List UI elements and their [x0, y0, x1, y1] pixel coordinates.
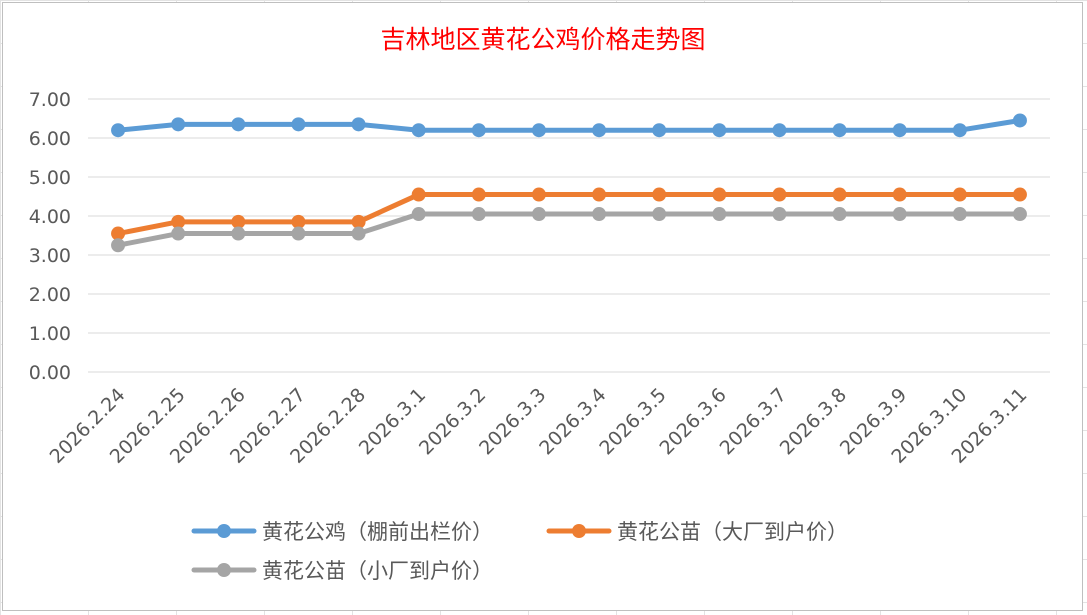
data-point	[892, 123, 907, 138]
data-point	[531, 187, 546, 202]
data-point	[231, 117, 246, 132]
data-point	[291, 117, 306, 132]
data-point	[471, 123, 486, 138]
legend-label: 黄花公苗（大厂到户价）	[617, 520, 848, 544]
series-line	[115, 211, 1023, 248]
x-axis-ticks: 2026.2.242026.2.252026.2.262026.2.272026…	[46, 384, 1032, 468]
data-point	[892, 207, 907, 222]
data-point	[171, 117, 186, 132]
data-point	[171, 226, 186, 241]
data-point	[652, 187, 667, 202]
series-line	[115, 192, 1023, 237]
data-point	[712, 207, 727, 222]
series-2	[111, 187, 1027, 241]
data-point	[592, 123, 607, 138]
y-tick-label: 2.00	[29, 284, 71, 306]
series-line	[115, 117, 1023, 133]
data-point	[712, 123, 727, 138]
data-point	[772, 123, 787, 138]
data-point	[411, 207, 426, 222]
data-point	[231, 226, 246, 241]
data-point	[351, 226, 366, 241]
data-point	[111, 226, 126, 241]
data-point	[351, 117, 366, 132]
y-tick-label: 6.00	[29, 128, 71, 150]
data-point	[652, 123, 667, 138]
y-tick-label: 5.00	[29, 167, 71, 189]
data-point	[952, 187, 967, 202]
series-3	[111, 207, 1027, 253]
legend-marker	[217, 563, 231, 577]
legend-item[interactable]: 黄花公鸡（棚前出栏价）	[191, 520, 493, 544]
data-point	[952, 207, 967, 222]
data-point	[291, 214, 306, 229]
data-point	[291, 226, 306, 241]
y-tick-label: 3.00	[29, 245, 71, 267]
legend-marker	[217, 524, 231, 538]
data-point	[952, 123, 967, 138]
data-point	[832, 187, 847, 202]
y-tick-label: 7.00	[29, 89, 71, 111]
data-point	[772, 187, 787, 202]
data-point	[111, 238, 126, 253]
data-point	[592, 187, 607, 202]
y-tick-label: 1.00	[29, 323, 71, 345]
data-point	[531, 207, 546, 222]
data-point	[1012, 187, 1027, 202]
legend-item[interactable]: 黄花公苗（大厂到户价）	[546, 520, 848, 544]
data-point	[351, 214, 366, 229]
y-tick-label: 0.00	[29, 362, 71, 384]
data-point	[832, 123, 847, 138]
data-point	[892, 187, 907, 202]
data-point	[652, 207, 667, 222]
data-point	[231, 214, 246, 229]
legend-label: 黄花公鸡（棚前出栏价）	[262, 520, 493, 544]
data-point	[772, 207, 787, 222]
data-point	[1012, 113, 1027, 128]
y-gridlines	[88, 98, 1050, 373]
series-1	[111, 113, 1027, 138]
series-lines	[111, 113, 1027, 253]
data-point	[712, 187, 727, 202]
data-point	[411, 187, 426, 202]
chart-title: 吉林地区黄花公鸡价格走势图	[380, 25, 705, 54]
data-point	[592, 207, 607, 222]
data-point	[832, 207, 847, 222]
data-point	[111, 123, 126, 138]
data-point	[411, 123, 426, 138]
legend-label: 黄花公苗（小厂到户价）	[262, 559, 493, 583]
data-point	[531, 123, 546, 138]
y-tick-label: 4.00	[29, 206, 71, 228]
legend-marker	[572, 524, 586, 538]
data-point	[471, 187, 486, 202]
data-point	[1012, 207, 1027, 222]
data-point	[171, 214, 186, 229]
y-axis-ticks: 0.00 1.00 2.00 3.00 4.00 5.00 6.00 7.00	[29, 89, 71, 384]
legend: 黄花公鸡（棚前出栏价） 黄花公苗（大厂到户价） 黄花公苗（小厂到户价）	[191, 520, 848, 583]
data-point	[471, 207, 486, 222]
legend-item[interactable]: 黄花公苗（小厂到户价）	[191, 559, 493, 583]
